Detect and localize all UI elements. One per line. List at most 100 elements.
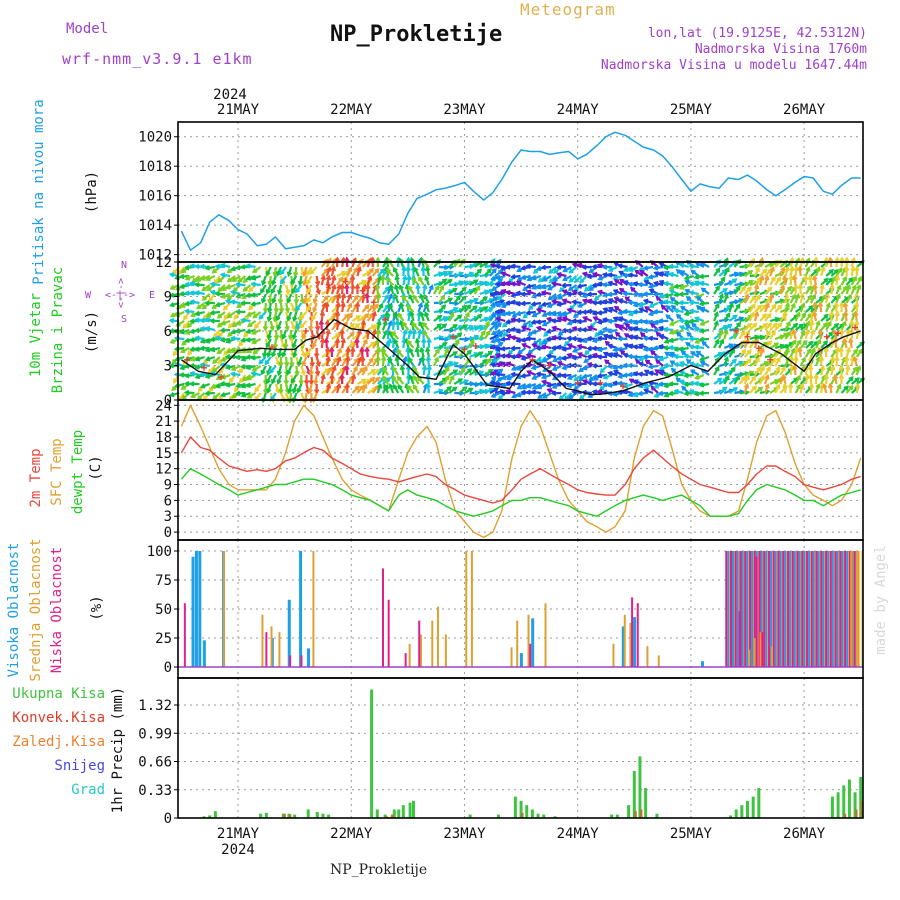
wind-arrow-head (784, 265, 790, 272)
cloud-bar (621, 626, 625, 667)
wind-arrow-head (199, 345, 205, 352)
wind-arrow-head (567, 286, 574, 291)
wind-arrow-head (495, 302, 501, 308)
wind-arrow-head (748, 279, 755, 285)
wind-arrow-head (668, 271, 674, 278)
precip-bar (293, 814, 297, 818)
wind-arrow-head (374, 283, 381, 289)
wind-arrow-head (490, 338, 496, 344)
sfc-temp-title: SFC Temp (49, 438, 65, 505)
precip-bar (542, 814, 546, 818)
temp-2m-line (180, 436, 861, 504)
wind-arrow-head (360, 355, 366, 361)
wind-arrow-head (222, 305, 229, 311)
wind-arrow-head (500, 303, 507, 309)
wind-arrow-head (511, 312, 517, 318)
wind-arrow-head (713, 320, 719, 326)
cloud-bar (287, 599, 291, 667)
wind-arrow-head (505, 334, 512, 340)
wind-arrow-head (672, 372, 679, 378)
wind-arrow-head (260, 298, 267, 304)
wind-arrow-head (205, 276, 211, 282)
wind-arrow-head (194, 356, 201, 362)
wind-arrow-head (225, 338, 231, 344)
wind-arrow-head (658, 333, 665, 339)
wind-arrow-head (566, 320, 573, 326)
wind-arrow-head (370, 368, 377, 374)
wind-arrow-head (537, 304, 543, 309)
wind-arrow-head (315, 289, 321, 296)
wind-arrow-head (306, 270, 312, 277)
cloud-bar (261, 614, 264, 667)
wind-arrow-head (505, 388, 511, 395)
wind-arrow-head (217, 359, 223, 365)
wind-gust-marker (472, 342, 479, 349)
wind-arrow-head (801, 311, 807, 318)
overcast-bar (801, 551, 804, 667)
wind-arrow-head (387, 356, 393, 363)
wind-arrow-head (190, 312, 196, 318)
wind-arrow-head (618, 324, 624, 330)
wind-arrow-head (396, 349, 402, 355)
wind-arrow-head (566, 382, 572, 389)
wind-arrow-head (678, 336, 684, 342)
wind-arrow-head (354, 283, 361, 289)
wind-arrow-head (500, 375, 507, 381)
wind-arrow-head (632, 281, 639, 287)
wind-arrow-head (510, 281, 516, 287)
wind-arrow-head (821, 293, 827, 300)
precip-bar (734, 809, 738, 818)
wind-arrow-head (593, 295, 600, 301)
cloud-bar (202, 640, 206, 667)
wind-gust-marker (268, 344, 275, 351)
wind-arrow-head (759, 347, 765, 353)
wind-arrow-head (189, 290, 195, 296)
overcast-bar (834, 551, 837, 667)
wind-arrow-head (647, 274, 654, 280)
wind-arrow-head (581, 337, 588, 344)
wind-arrow-head (612, 364, 618, 371)
wind-arrow-head (495, 274, 501, 281)
wind-arrow-head (267, 307, 273, 314)
wind-arrow-head (349, 323, 356, 329)
wind-arrow-head (764, 383, 770, 389)
wind-arrow-head (240, 356, 247, 362)
wind-arrow-head (723, 356, 729, 362)
wind-arrow-head (622, 272, 628, 279)
wind-arrow-head (235, 303, 242, 309)
y-tick-label: 0.99 (138, 726, 172, 742)
wind-arrow-head (725, 312, 731, 318)
wind-arrow-head (843, 265, 850, 271)
wind-arrow-head (586, 308, 592, 315)
wind-arrow-head (204, 338, 211, 344)
wind-arrow-head (719, 338, 725, 344)
cloud-bar (408, 643, 411, 667)
wind-arrow-head (223, 350, 229, 356)
wind-gust-marker (597, 379, 604, 386)
wind-arrow-head (541, 321, 548, 327)
wind-arrow-head (662, 345, 669, 351)
wind-arrow-head (805, 320, 811, 326)
precip-legend-item: Snijeg (54, 758, 105, 774)
wind-gust-marker (755, 345, 762, 352)
dewpt-temp-line (180, 468, 861, 517)
wind-arrow-head (385, 277, 391, 283)
wind-arrow-head (800, 329, 806, 335)
wind-arrow-head (775, 383, 781, 389)
wind-gust-marker (382, 316, 389, 323)
overcast-bar (829, 551, 832, 667)
wind-arrow-head (494, 337, 501, 344)
wind-arrow-head (809, 328, 816, 335)
wind-arrow-head (345, 346, 351, 353)
y-tick-label: 100 (147, 544, 172, 560)
wind-arrow-head (644, 359, 651, 365)
wind-arrow-head (377, 382, 383, 389)
wind-arrow-head (618, 287, 625, 293)
wind-gust-marker (823, 333, 830, 340)
wind-arrow-head (219, 392, 226, 398)
wind-arrow-head (764, 274, 770, 281)
wind-arrow-head (201, 304, 207, 310)
wind-arrow-head (777, 304, 783, 310)
wind-arrow-head (500, 311, 506, 317)
wind-arrow-head (576, 309, 582, 316)
